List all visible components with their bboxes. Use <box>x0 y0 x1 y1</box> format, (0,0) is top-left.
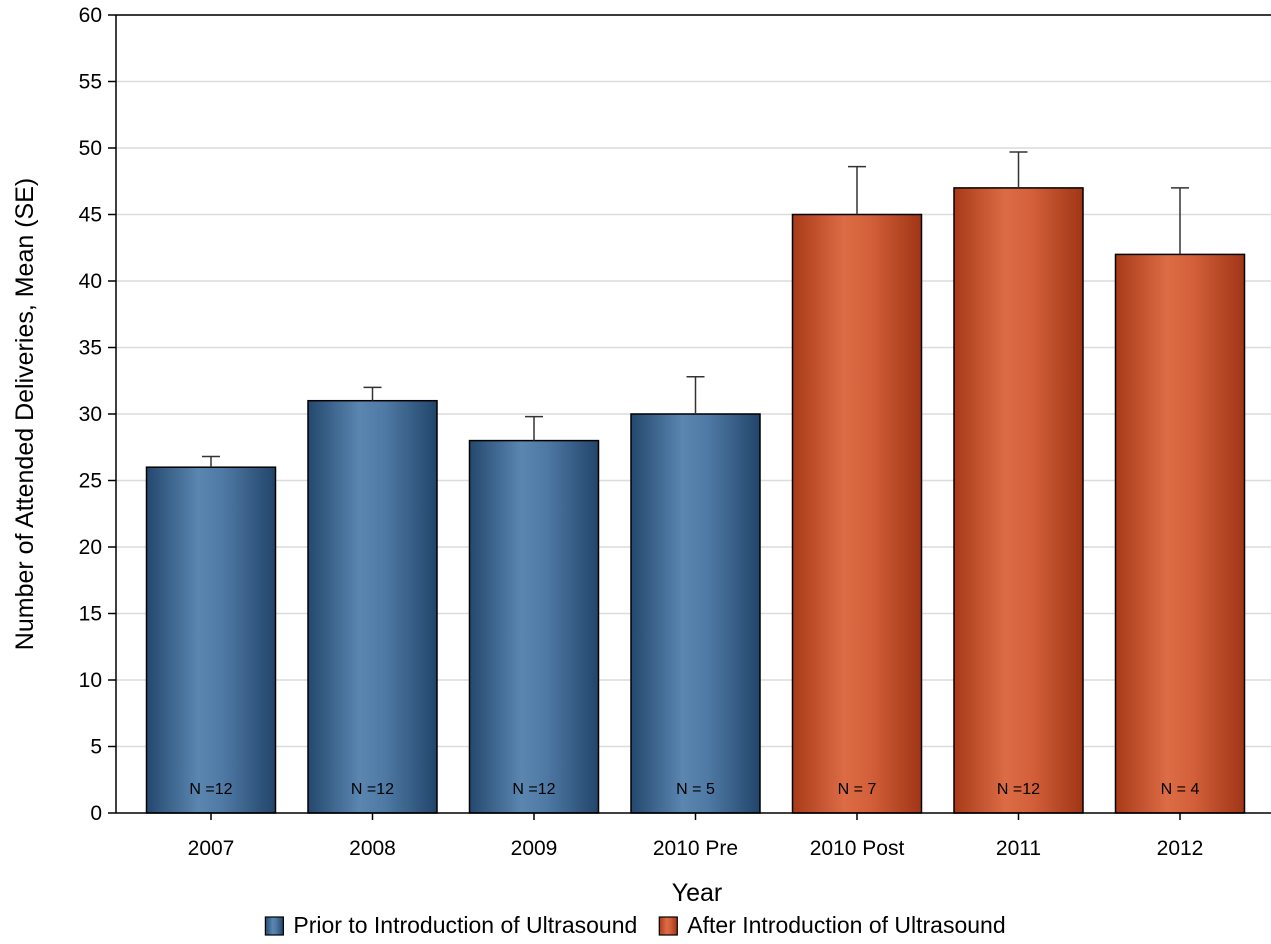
y-tick-label: 30 <box>79 403 102 426</box>
x-tick-label: 2010 Pre <box>653 837 738 860</box>
y-tick-label: 15 <box>79 603 102 626</box>
n-label: N = 5 <box>676 781 715 798</box>
bar <box>953 187 1084 814</box>
y-tick-label: 60 <box>79 4 102 27</box>
bar <box>307 399 438 814</box>
bar <box>1114 253 1246 814</box>
y-tick-label: 50 <box>79 137 102 160</box>
legend-label: After Introduction of Ultrasound <box>687 912 1005 938</box>
y-tick-label: 10 <box>79 669 102 692</box>
legend-item-after: After Introduction of Ultrasound <box>658 912 1006 938</box>
y-tick-label: 5 <box>90 736 102 759</box>
y-tick-label: 40 <box>79 270 102 293</box>
y-tick-label: 35 <box>79 337 102 360</box>
legend-label: Prior to Introduction of Ultrasound <box>293 912 637 938</box>
y-tick-label: 20 <box>79 536 102 559</box>
n-label: N =12 <box>189 781 232 798</box>
n-label: N = 4 <box>1161 781 1200 798</box>
bar <box>468 439 600 814</box>
x-tick-label: 2008 <box>349 837 396 860</box>
n-label: N = 7 <box>838 781 877 798</box>
x-tick-label: 2011 <box>996 837 1041 860</box>
y-tick-label: 25 <box>79 470 102 493</box>
y-tick-label: 55 <box>79 71 102 94</box>
x-tick-label: 2012 <box>1157 837 1204 860</box>
x-tick-label: 2010 Post <box>810 837 905 860</box>
y-tick-label: 45 <box>79 204 102 227</box>
x-tick-label: 2007 <box>188 837 235 860</box>
bars: N =12 N =12 N =12 N = 5 N = 7 N =12 N = 4 <box>145 151 1246 814</box>
n-label: N =12 <box>512 781 555 798</box>
axes: 0 5 10 15 20 25 30 35 40 45 50 55 60 2007 2008 2009 2010… <box>79 4 1271 860</box>
bar <box>145 466 277 814</box>
x-tick-label: 2009 <box>511 837 558 860</box>
legend-swatch <box>264 916 284 936</box>
x-axis-title: Year <box>672 879 723 907</box>
y-axis-title: Number of Attended Deliveries, Mean (SE) <box>11 178 39 650</box>
legend: Prior to Introduction of Ultrasound After… <box>264 912 1006 938</box>
legend-item-prior: Prior to Introduction of Ultrasound <box>264 912 637 938</box>
n-label: N =12 <box>997 781 1040 798</box>
legend-swatch <box>658 916 678 936</box>
bar <box>791 213 923 814</box>
n-label: N =12 <box>351 781 394 798</box>
bar <box>630 413 761 814</box>
y-tick-label: 0 <box>90 802 102 825</box>
